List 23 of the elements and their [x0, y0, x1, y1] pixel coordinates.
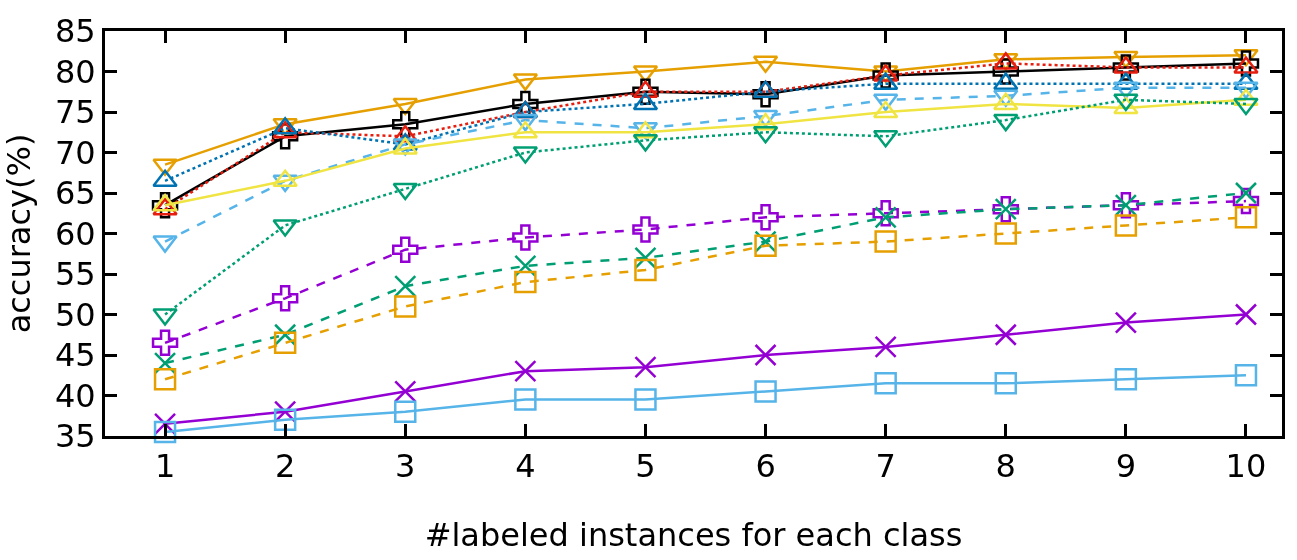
y-axis-title: accuracy(%) — [0, 133, 38, 334]
x-axis-title: #labeled instances for each class — [424, 516, 963, 555]
x-tick-label: 4 — [515, 447, 536, 486]
y-tick-label: 55 — [54, 255, 96, 294]
y-tick-label: 65 — [54, 174, 96, 213]
y-tick-label: 75 — [54, 93, 96, 132]
y-tick-label: 40 — [54, 376, 96, 415]
y-tick-label: 45 — [54, 336, 96, 375]
x-tick-label: 5 — [635, 447, 656, 486]
x-tick-label: 2 — [274, 447, 296, 486]
y-tick-label: 85 — [54, 12, 96, 51]
x-tick-label: 10 — [1225, 447, 1267, 486]
x-tick-label: 9 — [1115, 447, 1137, 486]
y-tick-label: 80 — [54, 52, 96, 91]
x-tick-label: 8 — [995, 447, 1016, 486]
y-tick-label: 35 — [54, 417, 96, 456]
y-tick-label: 70 — [54, 133, 96, 172]
x-tick-label: 6 — [755, 447, 776, 486]
x-tick-label: 3 — [395, 447, 416, 486]
y-tick-label: 60 — [54, 214, 96, 253]
x-tick-label: 1 — [154, 447, 176, 486]
y-tick-label: 50 — [54, 295, 96, 334]
x-tick-label: 7 — [875, 447, 896, 486]
